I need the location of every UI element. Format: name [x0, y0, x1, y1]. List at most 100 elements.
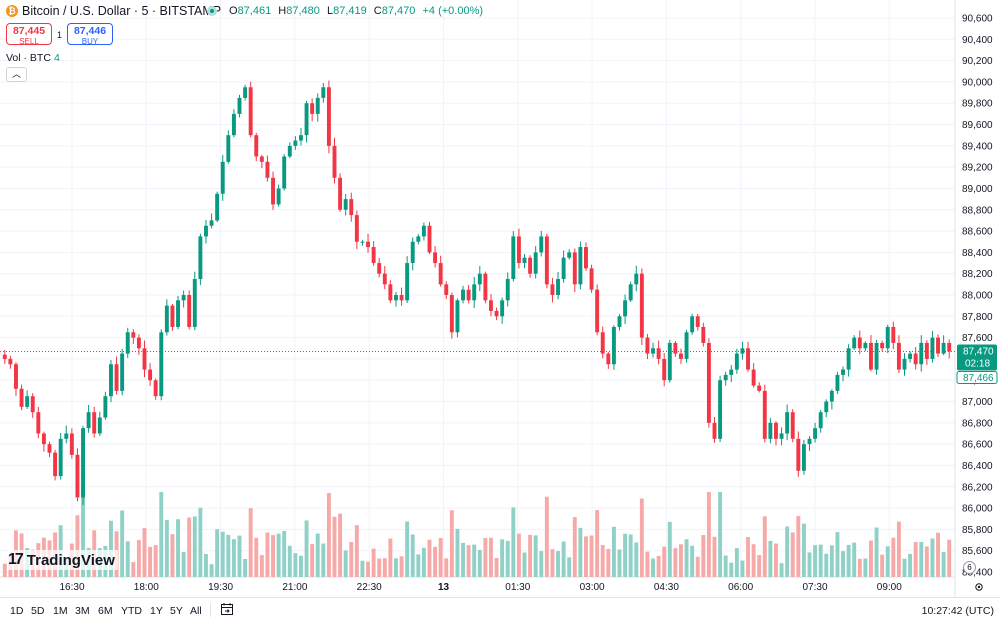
range-all[interactable]: All: [190, 605, 202, 617]
candle: [528, 255, 533, 278]
candle: [578, 241, 583, 290]
candle-body: [243, 87, 248, 98]
candle-body: [187, 295, 192, 327]
range-ytd[interactable]: YTD: [121, 605, 142, 617]
candle-body: [533, 252, 538, 274]
volume-bar: [399, 556, 404, 577]
range-5y[interactable]: 5Y: [170, 605, 183, 617]
candle-body: [315, 97, 320, 114]
gear-icon[interactable]: [974, 582, 984, 592]
candle-body: [589, 268, 594, 290]
candle-body: [863, 342, 868, 349]
price-tick-label: 89,200: [962, 163, 993, 174]
candle-body: [673, 342, 678, 354]
volume-bar: [226, 534, 231, 577]
candle: [500, 297, 505, 324]
eye-icon[interactable]: 6: [963, 561, 976, 574]
candle: [97, 411, 102, 436]
volume-bar: [908, 553, 913, 577]
price-chart[interactable]: 90,600 90,400 90,200 90,000 89,800 89,600 89,4…: [0, 0, 1000, 597]
tradingview-mark-icon: 17: [8, 551, 24, 568]
volume-bar: [606, 548, 611, 577]
volume-legend[interactable]: Vol · BTC 4: [6, 52, 60, 64]
candle: [561, 250, 566, 283]
volume-bar: [421, 547, 426, 577]
utc-clock[interactable]: 10:27:42 (UTC): [921, 605, 994, 617]
candle-body: [97, 417, 102, 434]
volume-bar: [148, 546, 153, 577]
volume-bar: [679, 544, 683, 577]
candle-body: [880, 342, 885, 349]
candle: [919, 335, 924, 372]
volume-bar: [142, 528, 147, 577]
volume-bar: [444, 558, 449, 577]
price-tick-label: 90,200: [962, 56, 993, 67]
candle: [382, 265, 387, 290]
candle-body: [438, 263, 443, 285]
ohlc-high-label: H: [278, 5, 287, 17]
candle-body: [516, 236, 521, 264]
tradingview-logo[interactable]: 17 TradingView: [8, 550, 118, 570]
candle-body: [606, 353, 611, 365]
candle: [36, 407, 41, 439]
volume-bar: [706, 492, 711, 577]
volume-bar: [371, 548, 376, 577]
volume-bar: [332, 516, 337, 577]
volume-bar: [405, 521, 410, 577]
candle-body: [617, 316, 622, 327]
candle: [494, 307, 499, 321]
candle-body: [421, 225, 426, 237]
volume-bar: [326, 493, 331, 577]
candle-body: [874, 342, 879, 370]
candle: [343, 193, 348, 216]
candle: [824, 399, 829, 418]
candle: [75, 448, 80, 502]
sell-button[interactable]: 87,445 SELL: [6, 23, 52, 46]
price-tick-label: 87,600: [962, 333, 993, 344]
candle: [550, 277, 555, 303]
time-tick-label: 01:30: [505, 582, 530, 593]
candle: [416, 234, 421, 245]
range-6m[interactable]: 6M: [98, 605, 113, 617]
candle-body: [539, 236, 544, 253]
candle-body: [941, 342, 946, 354]
volume-bar: [192, 516, 197, 577]
gridlines: [0, 0, 955, 577]
candle: [176, 295, 180, 330]
price-tick-label: 87,000: [962, 397, 993, 408]
range-1d[interactable]: 1D: [10, 605, 24, 617]
candle: [293, 136, 298, 150]
candle: [684, 330, 689, 363]
price-tick-label: 90,400: [962, 35, 993, 46]
volume-bar: [187, 517, 192, 577]
symbol-title[interactable]: Bitcoin / U.S. Dollar · 5 · BITSTAMP: [22, 4, 222, 18]
candles: [2, 80, 952, 505]
candle: [237, 94, 242, 118]
ohlc-values: O87,461 H87,480 L87,419 C87,470 +4 (+0.0…: [229, 5, 487, 17]
range-1m[interactable]: 1M: [53, 605, 68, 617]
calendar-range-icon[interactable]: [220, 602, 234, 616]
price-tick-label: 86,800: [962, 418, 993, 429]
volume-bar: [455, 528, 460, 577]
range-1y[interactable]: 1Y: [150, 605, 163, 617]
candle: [790, 409, 795, 443]
candle: [366, 233, 370, 253]
volume-bar: [924, 546, 929, 577]
range-3m[interactable]: 3M: [75, 605, 90, 617]
buy-button[interactable]: 87,446 BUY: [67, 23, 113, 46]
candle-body: [360, 241, 365, 243]
candle: [896, 335, 901, 374]
candle: [444, 281, 449, 300]
chevron-up-icon[interactable]: ︿: [6, 67, 27, 82]
volume-bar: [902, 558, 907, 577]
candle-body: [885, 326, 890, 349]
chart-legend: ₿ Bitcoin / U.S. Dollar · 5 · BITSTAMP O…: [0, 0, 955, 22]
candle-body: [712, 422, 717, 439]
time-tick-label: 19:30: [208, 582, 233, 593]
volume-bar: [623, 533, 628, 577]
bid-price-tag: [956, 370, 998, 384]
range-5d[interactable]: 5D: [31, 605, 45, 617]
candle-body: [159, 332, 164, 397]
candle: [533, 246, 538, 279]
candle-body: [913, 353, 918, 365]
